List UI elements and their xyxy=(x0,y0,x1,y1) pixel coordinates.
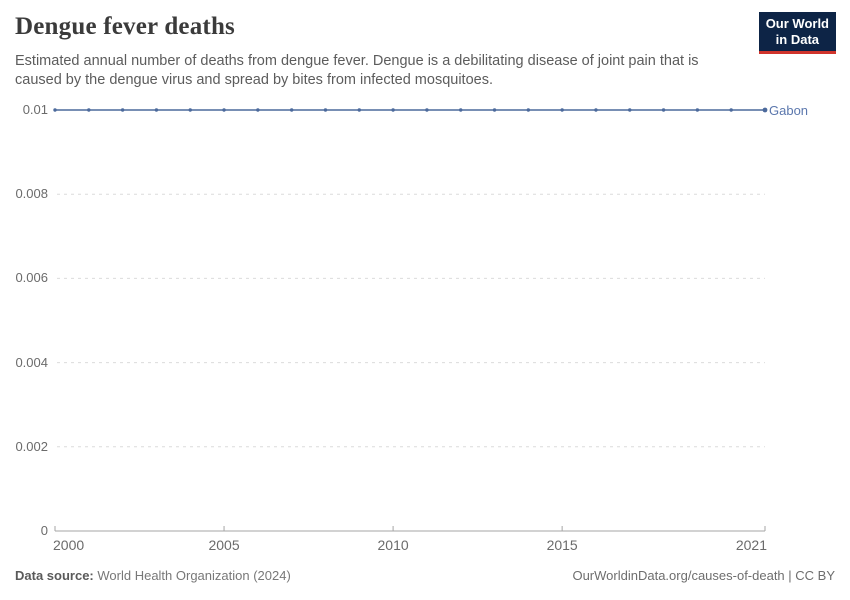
series-label-gabon[interactable]: Gabon xyxy=(769,103,809,118)
chart-subtitle: Estimated annual number of deaths from d… xyxy=(15,53,699,88)
data-point[interactable] xyxy=(526,108,531,112)
y-axis-tick-label: 0 xyxy=(40,523,48,538)
data-point[interactable] xyxy=(594,108,598,112)
x-axis-tick-label: 2005 xyxy=(208,537,240,553)
data-point[interactable] xyxy=(425,108,429,112)
owid-logo-line1: Our World xyxy=(765,16,829,31)
y-axis-tick-label: 0.006 xyxy=(15,270,48,286)
data-point[interactable] xyxy=(459,108,463,112)
data-point[interactable] xyxy=(492,108,497,112)
data-source-note: Data source: World Health Organization (… xyxy=(15,568,291,583)
data-point[interactable] xyxy=(188,108,192,112)
x-axis-tick-label: 2015 xyxy=(546,537,578,553)
data-point[interactable] xyxy=(357,108,361,112)
data-point[interactable] xyxy=(661,108,666,112)
data-point[interactable] xyxy=(560,108,564,112)
y-axis-tick-label: 0.004 xyxy=(15,354,48,370)
data-point[interactable] xyxy=(628,108,632,112)
data-point[interactable] xyxy=(695,108,700,112)
chart-footer: Data source: World Health Organization (… xyxy=(15,568,835,583)
data-point[interactable] xyxy=(222,108,226,112)
data-point[interactable] xyxy=(87,108,91,112)
data-point[interactable] xyxy=(323,108,328,112)
data-point[interactable] xyxy=(120,108,125,112)
data-point[interactable] xyxy=(53,108,57,112)
data-source-value: World Health Organization (2024) xyxy=(97,568,291,583)
data-point[interactable] xyxy=(391,108,395,112)
x-axis-tick-label: 2010 xyxy=(377,537,409,553)
owid-logo[interactable]: Our World in Data xyxy=(758,12,836,54)
data-source-label: Data source: xyxy=(15,568,94,583)
y-axis-tick-label: 0.002 xyxy=(15,438,48,454)
x-axis-tick-label: 2000 xyxy=(53,537,85,553)
y-axis-tick-label: 0.01 xyxy=(22,102,48,117)
owid-logo-line2: in Data xyxy=(775,32,820,47)
y-axis-tick-label: 0.008 xyxy=(15,186,48,202)
data-point[interactable] xyxy=(729,108,733,112)
data-point[interactable] xyxy=(154,108,159,112)
data-point[interactable] xyxy=(256,108,260,112)
data-point[interactable] xyxy=(762,107,768,113)
rights-note[interactable]: OurWorldinData.org/causes-of-death | CC … xyxy=(572,568,835,583)
page-title: Dengue fever deaths xyxy=(15,13,235,40)
x-axis-tick-label: 2021 xyxy=(735,537,767,553)
data-point[interactable] xyxy=(289,108,294,112)
